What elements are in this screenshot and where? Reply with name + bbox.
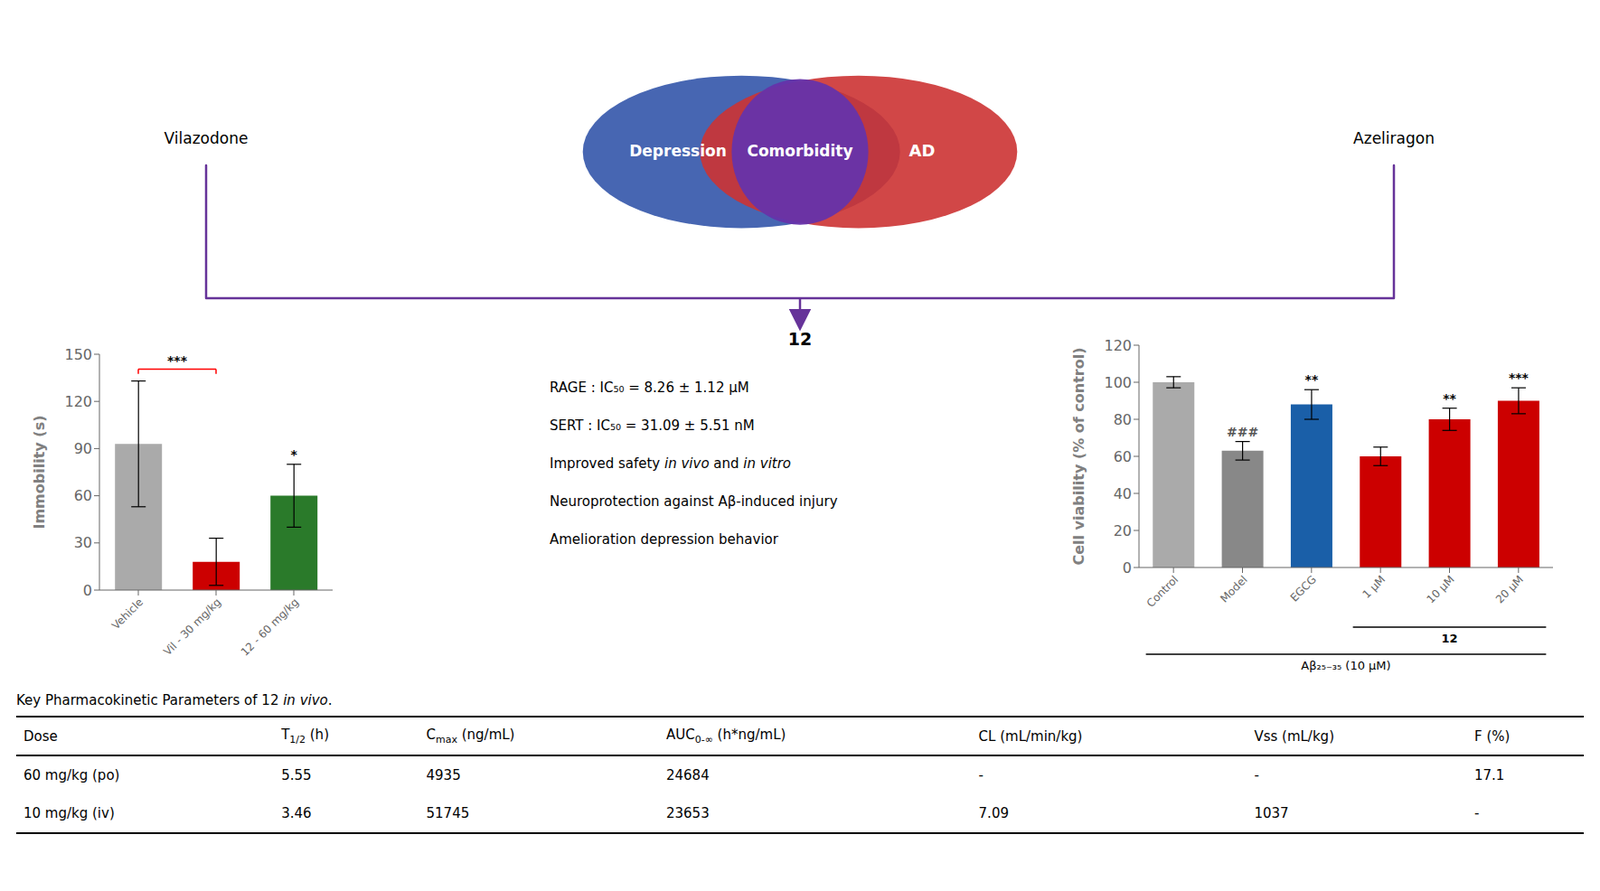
html-text:Key Pharmacokinetic Parameters: Key Pharmacokinetic Parameters of 12 in … xyxy=(16,692,333,709)
html-text:Azeliragon: Azeliragon xyxy=(1353,129,1435,148)
html-text:7.09: 7.09 xyxy=(978,805,1009,822)
svg-text:150: 150 xyxy=(64,346,93,364)
svg-text:**: ** xyxy=(1305,372,1319,387)
html-text:Amelioration depression behavi: Amelioration depression behavior xyxy=(549,531,779,548)
svg-text:EGCG: EGCG xyxy=(1288,573,1319,604)
svg-text:Control: Control xyxy=(1144,573,1182,611)
html-text:24684: 24684 xyxy=(666,767,710,784)
html-text:3.46: 3.46 xyxy=(281,805,312,822)
html-text:Cmax(ng/mL): Cmax(ng/mL) xyxy=(426,726,515,746)
html-text:Vss (mL/kg): Vss (mL/kg) xyxy=(1254,728,1335,745)
svg-text:40: 40 xyxy=(1113,485,1132,503)
html-text:CL (mL/min/kg): CL (mL/min/kg) xyxy=(978,728,1083,745)
svg-text:***: *** xyxy=(167,353,189,368)
html-text:17.1: 17.1 xyxy=(1474,767,1505,784)
svg-text:60: 60 xyxy=(74,487,93,505)
svg-text:Depression: Depression xyxy=(629,141,727,160)
html-text:Improved safety in vivo and in: Improved safety in vivo and in vitro xyxy=(549,455,791,472)
html-text:23653: 23653 xyxy=(666,805,710,822)
svg-text:20: 20 xyxy=(1113,522,1132,540)
svg-text:0: 0 xyxy=(83,582,93,600)
svg-text:10 μM: 10 μM xyxy=(1424,573,1458,606)
svg-text:30: 30 xyxy=(74,534,93,552)
html-text:Dose: Dose xyxy=(23,728,58,745)
svg-text:Vil - 30 mg/kg: Vil - 30 mg/kg xyxy=(160,595,224,659)
html-text:Vilazodone: Vilazodone xyxy=(164,129,249,148)
svg-text:20 μM: 20 μM xyxy=(1493,573,1526,606)
html-text:RAGE : IC₅₀ = 8.26 ± 1.12 μM: RAGE : IC₅₀ = 8.26 ± 1.12 μM xyxy=(549,379,750,396)
html-text:12: 12 xyxy=(788,329,812,349)
svg-text:AD: AD xyxy=(909,141,936,160)
html-text:5.55: 5.55 xyxy=(281,767,312,784)
html-text:AUC0-∞(h*ng/mL): AUC0-∞(h*ng/mL) xyxy=(666,726,786,746)
svg-text:100: 100 xyxy=(1103,374,1132,392)
svg-text:1 μM: 1 μM xyxy=(1360,573,1389,602)
svg-text:Model: Model xyxy=(1217,573,1250,605)
html-text:Neuroprotection against Aβ-ind: Neuroprotection against Aβ-induced injur… xyxy=(549,493,838,510)
svg-text:60: 60 xyxy=(1113,448,1132,466)
svg-text:Immobility (s): Immobility (s) xyxy=(30,415,48,530)
html-text:10 mg/kg (iv): 10 mg/kg (iv) xyxy=(23,805,115,822)
svg-text:0: 0 xyxy=(1122,559,1132,577)
svg-text:12 - 60 mg/kg: 12 - 60 mg/kg xyxy=(238,595,302,659)
svg-text:12: 12 xyxy=(1440,631,1458,646)
html-text:4935: 4935 xyxy=(426,767,461,784)
svg-text:80: 80 xyxy=(1113,411,1132,429)
svg-text:**: ** xyxy=(1442,391,1457,406)
html-text:T1/2(h): T1/2(h) xyxy=(281,726,330,746)
svg-text:Cell viability (% of control): Cell viability (% of control) xyxy=(1070,347,1088,565)
html-text:SERT : IC₅₀ = 31.09 ± 5.51 nM: SERT : IC₅₀ = 31.09 ± 5.51 nM xyxy=(549,417,755,434)
html-text:51745: 51745 xyxy=(426,805,470,822)
html-text:1037: 1037 xyxy=(1254,805,1289,822)
svg-text:###: ### xyxy=(1226,424,1259,440)
svg-text:Comorbidity: Comorbidity xyxy=(746,141,853,160)
svg-text:90: 90 xyxy=(74,440,93,458)
svg-text:***: *** xyxy=(1508,370,1530,386)
svg-text:120: 120 xyxy=(64,393,93,411)
html-text:60 mg/kg (po): 60 mg/kg (po) xyxy=(23,767,120,784)
html-text:F (%): F (%) xyxy=(1474,728,1510,745)
svg-text:*: * xyxy=(291,447,299,462)
svg-text:Vehicle: Vehicle xyxy=(109,595,146,632)
svg-text:Aβ₂₅₋₃₅ (10 μM): Aβ₂₅₋₃₅ (10 μM) xyxy=(1300,658,1391,673)
svg-text:120: 120 xyxy=(1103,337,1132,355)
